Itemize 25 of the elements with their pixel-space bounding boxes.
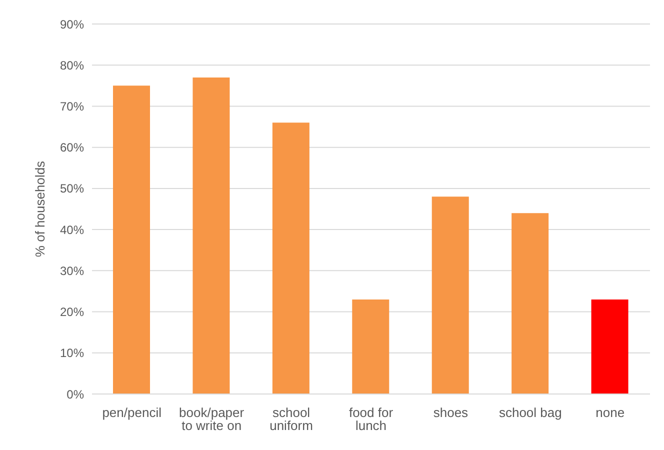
bar xyxy=(432,196,469,394)
y-tick-label: 70% xyxy=(60,99,84,114)
x-tick-label: book/paper to write on xyxy=(179,405,245,434)
bar xyxy=(591,299,628,394)
x-tick-label: school uniform xyxy=(270,405,313,434)
y-tick-label: 0% xyxy=(66,387,84,402)
y-axis-title: % of households xyxy=(32,160,48,258)
bar xyxy=(113,86,150,394)
y-tick-label: 10% xyxy=(60,346,84,360)
bar xyxy=(192,77,230,394)
y-tick-label: 90% xyxy=(60,17,84,32)
y-tick-label: 50% xyxy=(60,182,84,196)
bar xyxy=(272,122,310,394)
x-tick-label: shoes xyxy=(433,405,469,420)
y-tick-label: 30% xyxy=(60,264,84,278)
y-tick-label: 80% xyxy=(60,58,84,72)
x-tick-label: food for lunch xyxy=(348,405,394,434)
x-tick-label: school bag xyxy=(498,405,562,420)
x-tick-label: none xyxy=(596,405,625,420)
bar xyxy=(512,213,549,394)
x-tick-label: pen/pencil xyxy=(102,405,162,420)
y-tick-label: 40% xyxy=(60,222,84,237)
y-tick-label: 60% xyxy=(60,140,84,155)
bar xyxy=(352,299,390,394)
y-tick-label: 20% xyxy=(60,305,84,320)
